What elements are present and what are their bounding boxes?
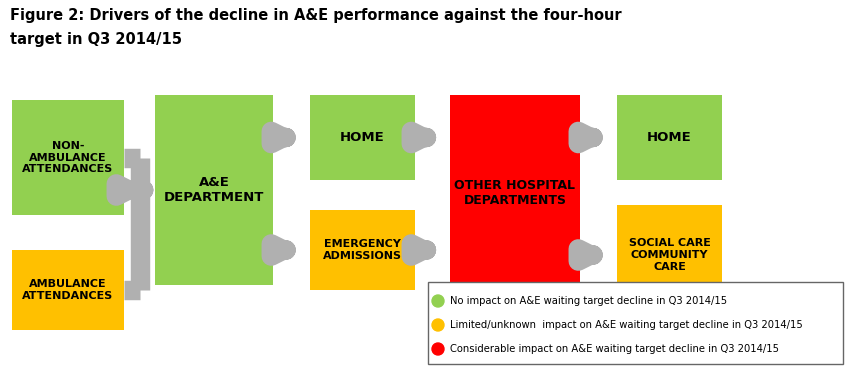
FancyBboxPatch shape — [617, 205, 722, 305]
Text: HOME: HOME — [340, 131, 384, 144]
Text: NON-
AMBULANCE
ATTENDANCES: NON- AMBULANCE ATTENDANCES — [22, 141, 114, 174]
FancyBboxPatch shape — [310, 95, 415, 180]
FancyBboxPatch shape — [155, 95, 273, 285]
FancyBboxPatch shape — [617, 95, 722, 180]
Circle shape — [432, 343, 444, 355]
Text: Figure 2: Drivers of the decline in A&E performance against the four-hour: Figure 2: Drivers of the decline in A&E … — [10, 8, 621, 23]
Text: Considerable impact on A&E waiting target decline in Q3 2014/15: Considerable impact on A&E waiting targe… — [450, 344, 779, 354]
Text: Limited/unknown  impact on A&E waiting target decline in Q3 2014/15: Limited/unknown impact on A&E waiting ta… — [450, 320, 803, 330]
Circle shape — [432, 319, 444, 331]
Text: A&E
DEPARTMENT: A&E DEPARTMENT — [164, 176, 264, 204]
Text: target in Q3 2014/15: target in Q3 2014/15 — [10, 32, 182, 47]
FancyBboxPatch shape — [450, 95, 580, 290]
FancyBboxPatch shape — [12, 250, 124, 330]
Text: OTHER HOSPITAL
DEPARTMENTS: OTHER HOSPITAL DEPARTMENTS — [454, 178, 575, 206]
FancyBboxPatch shape — [12, 100, 124, 215]
Text: EMERGENCY
ADMISSIONS: EMERGENCY ADMISSIONS — [323, 239, 402, 261]
Text: SOCIAL CARE
COMMUNITY
CARE: SOCIAL CARE COMMUNITY CARE — [629, 238, 710, 272]
FancyBboxPatch shape — [428, 282, 843, 364]
FancyBboxPatch shape — [310, 210, 415, 290]
Text: AMBULANCE
ATTENDANCES: AMBULANCE ATTENDANCES — [22, 279, 114, 301]
Circle shape — [432, 295, 444, 307]
Text: No impact on A&E waiting target decline in Q3 2014/15: No impact on A&E waiting target decline … — [450, 296, 727, 306]
Text: HOME: HOME — [647, 131, 692, 144]
